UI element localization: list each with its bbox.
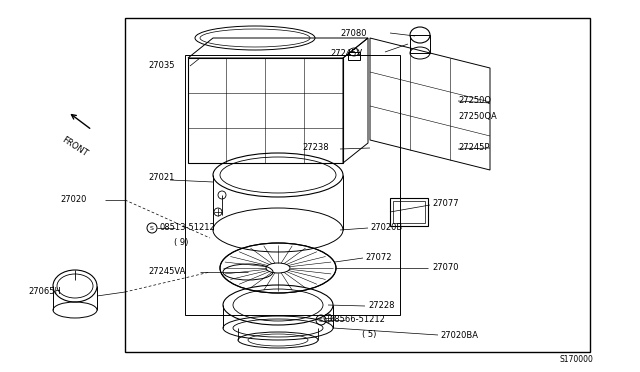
Text: 27245P: 27245P — [458, 144, 490, 153]
Text: 27238: 27238 — [302, 144, 328, 153]
Text: 27245VA: 27245VA — [148, 267, 186, 276]
Text: 27035: 27035 — [148, 61, 175, 70]
Text: 27080: 27080 — [340, 29, 367, 38]
Text: 27077: 27077 — [432, 199, 459, 208]
Bar — [188, 58, 343, 163]
Bar — [125, 18, 590, 352]
Text: 27072: 27072 — [365, 253, 392, 263]
Bar — [348, 52, 360, 60]
Text: 27020B: 27020B — [370, 224, 403, 232]
Text: 27020: 27020 — [60, 196, 86, 205]
Text: 27070: 27070 — [432, 263, 458, 273]
Bar — [410, 35, 430, 53]
Text: 27021: 27021 — [148, 173, 174, 183]
Text: S: S — [150, 225, 154, 231]
Text: 27065H: 27065H — [28, 288, 61, 296]
Text: 27250Q: 27250Q — [458, 96, 491, 105]
Text: ( 5): ( 5) — [362, 330, 376, 339]
Text: 27245V: 27245V — [330, 48, 362, 58]
Text: 27250QA: 27250QA — [458, 112, 497, 121]
Bar — [390, 198, 428, 226]
Text: 27228: 27228 — [368, 301, 394, 310]
Text: ( 9): ( 9) — [174, 237, 188, 247]
Text: 08566-51212: 08566-51212 — [330, 315, 386, 324]
Text: S170000: S170000 — [560, 356, 594, 365]
Text: 27020BA: 27020BA — [440, 330, 478, 340]
Bar — [393, 201, 425, 223]
Text: S: S — [319, 317, 323, 323]
Text: 08513-51212: 08513-51212 — [160, 224, 216, 232]
Text: FRONT: FRONT — [61, 135, 90, 158]
Bar — [185, 55, 400, 315]
